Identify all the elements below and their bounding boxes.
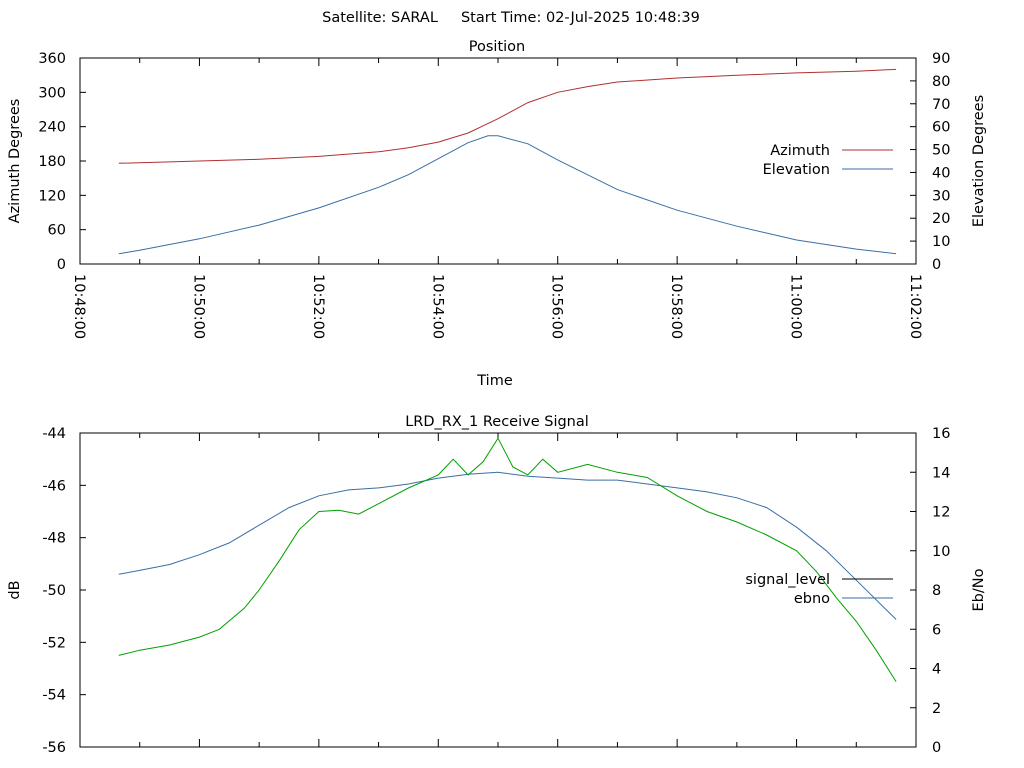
y-tick-label: 0: [57, 257, 66, 273]
y2-tick-label: 10: [932, 544, 950, 560]
y2-tick-label: 14: [932, 465, 950, 481]
legend-label-ebno: ebno: [794, 591, 830, 607]
y-tick-label: 60: [48, 223, 66, 239]
y-tick-label: -48: [42, 531, 66, 547]
position-chart-title: Position: [469, 39, 525, 55]
y-tick-label: -44: [42, 426, 66, 442]
y-tick-label: 240: [38, 120, 66, 136]
y2-tick-label: 80: [932, 74, 950, 90]
y2-tick-label: 50: [932, 143, 950, 159]
position-y-axis-label: Azimuth Degrees: [7, 99, 23, 224]
receive-signal-y-axis-label: dB: [7, 580, 23, 599]
x-tick-label: 11:00:00: [788, 274, 804, 339]
position-legend: Azimuth Elevation: [763, 143, 893, 178]
receive-signal-chart-title: LRD_RX_1 Receive Signal: [405, 414, 589, 430]
position-series: [118, 68, 897, 255]
receive-signal-y2-axis-label: Eb/No: [971, 568, 987, 611]
y2-tick-label: 4: [932, 662, 941, 678]
figure-title: Satellite: SARAL Start Time: 02-Jul-2025…: [322, 10, 700, 26]
y-tick-label: -54: [42, 688, 66, 704]
y2-tick-label: 20: [932, 211, 950, 227]
y-tick-label: -50: [42, 583, 66, 599]
y2-tick-label: 60: [932, 120, 950, 136]
series-line-elevation: [118, 135, 897, 255]
x-tick-label: 10:58:00: [668, 274, 684, 339]
position-axis-ticks: 0 60 120 180 240 300 360 0 10 20 30 40 50 60 70 80 90 10:…: [38, 51, 950, 339]
receive-signal-series: [118, 437, 897, 682]
series-line-unlabeled-series: [118, 437, 897, 682]
position-x-axis-label: Time: [476, 373, 513, 389]
y2-tick-label: 8: [932, 583, 941, 599]
receive-signal-chart: LRD_RX_1 Receive Signal -56-54-52-50-48-…: [7, 414, 987, 756]
y2-tick-label: 16: [932, 426, 950, 442]
y-tick-label: 180: [38, 154, 66, 170]
y-tick-label: 300: [38, 85, 66, 101]
y-tick-label: -46: [42, 478, 66, 494]
y2-tick-label: 90: [932, 51, 950, 67]
y2-tick-label: 40: [932, 165, 950, 181]
y2-tick-label: 6: [932, 622, 941, 638]
receive-signal-plot-frame: [79, 432, 917, 748]
y2-tick-label: 0: [932, 257, 941, 273]
position-chart: Position 0 60 120 180 240 300 360 0 10 20 30 40 50 60…: [7, 39, 987, 389]
y2-tick-label: 30: [932, 188, 950, 204]
y-tick-label: -52: [42, 635, 66, 651]
x-tick-label: 11:02:00: [907, 274, 923, 339]
y2-tick-label: 70: [932, 97, 950, 113]
x-tick-label: 10:52:00: [310, 274, 326, 339]
series-line-azimuth: [118, 68, 897, 164]
y-tick-label: 120: [38, 188, 66, 204]
y-tick-label: -56: [42, 740, 66, 756]
legend-label-elevation: Elevation: [763, 162, 830, 178]
receive-signal-axis-ticks: -56 -54 -52 -50 -48 -46 -44 0 2 4 6 8 10 12 14 16: [42, 426, 950, 756]
y2-tick-label: 0: [932, 740, 941, 756]
y2-tick-label: 2: [932, 701, 941, 717]
y-tick-label: 360: [38, 51, 66, 67]
series-line-ebno: [118, 471, 897, 620]
x-tick-label: 10:56:00: [549, 274, 565, 339]
x-tick-label: 10:54:00: [429, 274, 445, 339]
x-tick-label: 10:50:00: [190, 274, 206, 339]
x-tick-label: 10:48:00: [71, 274, 87, 339]
y2-tick-label: 10: [932, 234, 950, 250]
legend-label-azimuth: Azimuth: [770, 143, 830, 159]
legend-label-signal-level: signal_level: [745, 572, 830, 588]
position-y2-axis-label: Elevation Degrees: [971, 95, 987, 227]
y2-tick-label: 12: [932, 505, 950, 521]
